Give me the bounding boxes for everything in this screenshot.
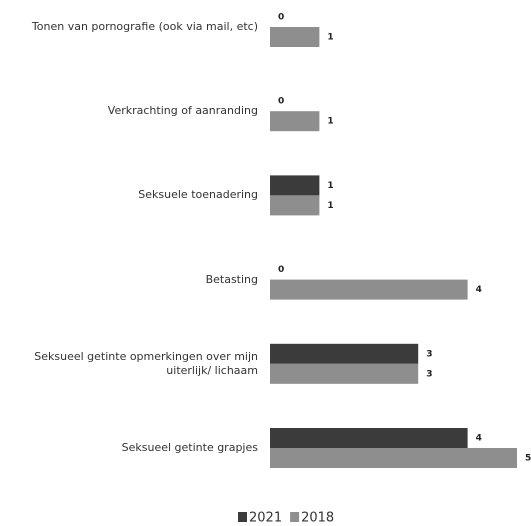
value-label: 1 — [327, 201, 333, 211]
bar — [270, 279, 468, 300]
bar — [270, 343, 419, 364]
value-label: 4 — [476, 434, 482, 444]
value-label: 1 — [327, 181, 333, 191]
bar — [270, 363, 419, 384]
category-label: Verkrachting of aanranding — [107, 104, 258, 118]
value-label: 3 — [426, 349, 432, 359]
bar — [270, 195, 320, 216]
bar — [270, 175, 320, 196]
value-label: 1 — [327, 117, 333, 127]
bar — [270, 27, 320, 47]
value-label: 4 — [476, 285, 482, 295]
value-label: 0 — [278, 265, 284, 275]
value-label: 0 — [278, 97, 284, 107]
bar — [270, 111, 320, 132]
legend-swatch — [238, 512, 247, 522]
category-label: Seksuele toenadering — [138, 188, 258, 202]
category-label: Seksueel getinte opmerkingen over mijn u… — [34, 349, 258, 377]
value-label: 0 — [278, 13, 284, 23]
legend-label: 2021 — [249, 511, 282, 526]
category-label: Seksueel getinte grapjes — [121, 441, 258, 454]
legend-swatch — [290, 512, 300, 522]
bar — [270, 448, 517, 468]
category-label: Tonen van pornografie (ook via mail, etc… — [31, 20, 258, 33]
legend-label: 2018 — [301, 511, 334, 526]
value-label: 5 — [525, 454, 531, 464]
bar — [270, 428, 468, 448]
category-label: Betasting — [205, 272, 258, 286]
value-label: 1 — [327, 33, 333, 43]
value-label: 3 — [426, 369, 432, 379]
